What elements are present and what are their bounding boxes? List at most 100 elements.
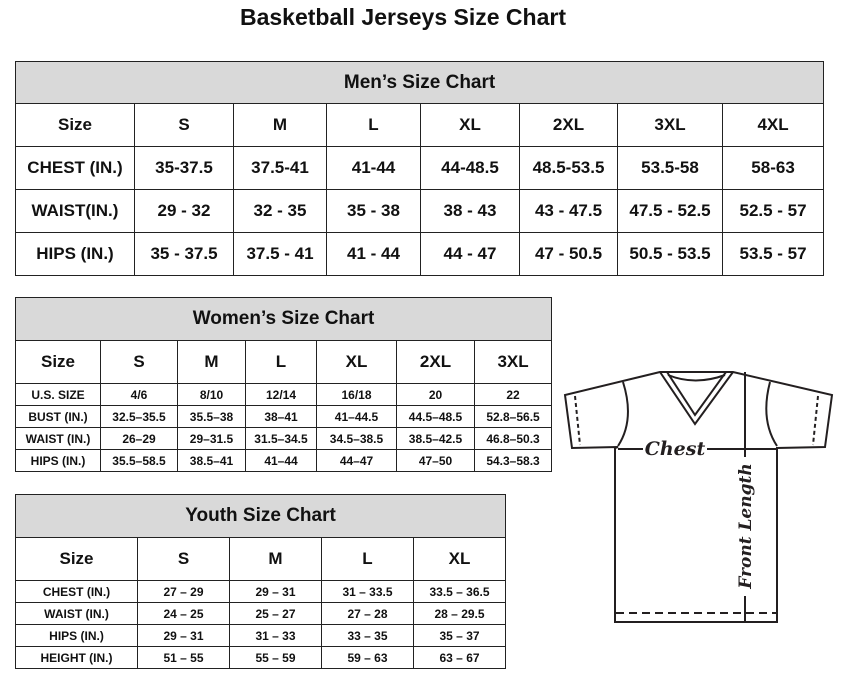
shirt-outline xyxy=(563,371,834,623)
value-cell: 53.5 - 57 xyxy=(721,232,825,276)
mens-size-table: Men’s Size Chart Size S M L XL 2XL 3XL 4XL CHEST … xyxy=(14,61,825,276)
header-cell: 2XL xyxy=(519,103,618,147)
value-cell: 26–29 xyxy=(100,427,178,450)
header-cell: Size xyxy=(15,537,138,581)
value-cell: 31 – 33.5 xyxy=(321,580,414,603)
value-cell: 41–44.5 xyxy=(316,405,397,428)
value-cell: 32 - 35 xyxy=(233,189,327,233)
value-cell: 55 – 59 xyxy=(229,646,322,669)
row-label: CHEST (IN.) xyxy=(15,580,138,603)
header-cell: 3XL xyxy=(473,340,553,384)
value-cell: 31 – 33 xyxy=(229,624,322,647)
row-label: HIPS (IN.) xyxy=(15,449,101,472)
value-cell: 37.5 - 41 xyxy=(233,232,327,276)
page-title: Basketball Jerseys Size Chart xyxy=(239,4,566,30)
value-cell: 12/14 xyxy=(245,383,317,406)
value-cell: 16/18 xyxy=(316,383,397,406)
value-cell: 4/6 xyxy=(100,383,178,406)
table-row: WAIST(IN.) 29 - 32 32 - 35 35 - 38 38 - 43 43… xyxy=(15,189,825,233)
value-cell: 33 – 35 xyxy=(321,624,414,647)
row-label: U.S. SIZE xyxy=(15,383,101,406)
value-cell: 44.5–48.5 xyxy=(396,405,475,428)
value-cell: 35.5–58.5 xyxy=(100,449,178,472)
value-cell: 38–41 xyxy=(245,405,317,428)
value-cell: 46.8–50.3 xyxy=(473,427,553,450)
value-cell: 35.5–38 xyxy=(177,405,246,428)
value-cell: 44 - 47 xyxy=(420,232,520,276)
jersey-measurement-diagram: Chest Front Length xyxy=(563,371,834,623)
header-cell: M xyxy=(233,103,327,147)
table-row: CHEST (IN.) 35-37.5 37.5-41 41-44 44-48.5 48.… xyxy=(15,146,825,190)
value-cell: 35 – 37 xyxy=(412,624,507,647)
value-cell: 38 - 43 xyxy=(420,189,520,233)
row-label: WAIST (IN.) xyxy=(15,427,101,450)
header-cell: 2XL xyxy=(396,340,475,384)
table-row: CHEST (IN.) 27 – 29 29 – 31 31 – 33.5 33.5 –… xyxy=(15,580,507,603)
value-cell: 58-63 xyxy=(721,146,825,190)
header-cell: S xyxy=(134,103,234,147)
value-cell: 41 - 44 xyxy=(326,232,421,276)
value-cell: 53.5-58 xyxy=(617,146,723,190)
header-cell: 4XL xyxy=(721,103,825,147)
table-row: WAIST (IN.) 26–29 29–31.5 31.5–34.5 34.5–38.… xyxy=(15,427,553,450)
value-cell: 37.5-41 xyxy=(233,146,327,190)
value-cell: 38.5–42.5 xyxy=(396,427,475,450)
row-label: HEIGHT (IN.) xyxy=(15,646,138,669)
shirt-collar xyxy=(659,371,734,426)
value-cell: 47.5 - 52.5 xyxy=(617,189,723,233)
value-cell: 28 – 29.5 xyxy=(412,602,507,625)
table-row: BUST (IN.) 32.5–35.5 35.5–38 38–41 41–44.5 44… xyxy=(15,405,553,428)
row-label: BUST (IN.) xyxy=(15,405,101,428)
value-cell: 43 - 47.5 xyxy=(519,189,618,233)
header-cell: Size xyxy=(15,103,135,147)
value-cell: 47 - 50.5 xyxy=(519,232,618,276)
value-cell: 35-37.5 xyxy=(134,146,234,190)
value-cell: 38.5–41 xyxy=(177,449,246,472)
table-row: HEIGHT (IN.) 51 – 55 55 – 59 59 – 63 63 – 67 xyxy=(15,646,507,669)
value-cell: 32.5–35.5 xyxy=(100,405,178,428)
chest-label: Chest xyxy=(645,438,706,460)
header-cell: L xyxy=(321,537,414,581)
row-label: WAIST(IN.) xyxy=(15,189,135,233)
table-row: HIPS (IN.) 35 - 37.5 37.5 - 41 41 - 44 44 - … xyxy=(15,232,825,276)
value-cell: 24 – 25 xyxy=(137,602,230,625)
row-label: CHEST (IN.) xyxy=(15,146,135,190)
row-label: WAIST (IN.) xyxy=(15,602,138,625)
value-cell: 44-48.5 xyxy=(420,146,520,190)
table-caption: Youth Size Chart xyxy=(14,494,507,538)
value-cell: 48.5-53.5 xyxy=(519,146,618,190)
value-cell: 27 – 29 xyxy=(137,580,230,603)
value-cell: 20 xyxy=(396,383,475,406)
value-cell: 51 – 55 xyxy=(137,646,230,669)
table-row: U.S. SIZE 4/6 8/10 12/14 16/18 20 22 xyxy=(15,383,553,406)
sleeve-seams xyxy=(617,381,778,447)
value-cell: 25 – 27 xyxy=(229,602,322,625)
header-cell: S xyxy=(100,340,178,384)
value-cell: 59 – 63 xyxy=(321,646,414,669)
header-cell: XL xyxy=(412,537,507,581)
front-length-label: Front Length xyxy=(736,463,756,589)
header-cell: XL xyxy=(420,103,520,147)
value-cell: 35 - 38 xyxy=(326,189,421,233)
header-cell: 3XL xyxy=(617,103,723,147)
header-cell: S xyxy=(137,537,230,581)
header-cell: Size xyxy=(15,340,101,384)
header-cell: L xyxy=(326,103,421,147)
value-cell: 41-44 xyxy=(326,146,421,190)
header-cell: M xyxy=(177,340,246,384)
value-cell: 50.5 - 53.5 xyxy=(617,232,723,276)
value-cell: 47–50 xyxy=(396,449,475,472)
value-cell: 54.3–58.3 xyxy=(473,449,553,472)
value-cell: 29 – 31 xyxy=(229,580,322,603)
table-row: HIPS (IN.) 35.5–58.5 38.5–41 41–44 44–47 47–5… xyxy=(15,449,553,472)
value-cell: 44–47 xyxy=(316,449,397,472)
header-cell: M xyxy=(229,537,322,581)
table-caption: Women’s Size Chart xyxy=(14,297,553,341)
value-cell: 31.5–34.5 xyxy=(245,427,317,450)
value-cell: 33.5 – 36.5 xyxy=(412,580,507,603)
row-label: HIPS (IN.) xyxy=(15,232,135,276)
value-cell: 34.5–38.5 xyxy=(316,427,397,450)
cuff-dashes xyxy=(574,395,819,446)
row-label: HIPS (IN.) xyxy=(15,624,138,647)
value-cell: 29 - 32 xyxy=(134,189,234,233)
